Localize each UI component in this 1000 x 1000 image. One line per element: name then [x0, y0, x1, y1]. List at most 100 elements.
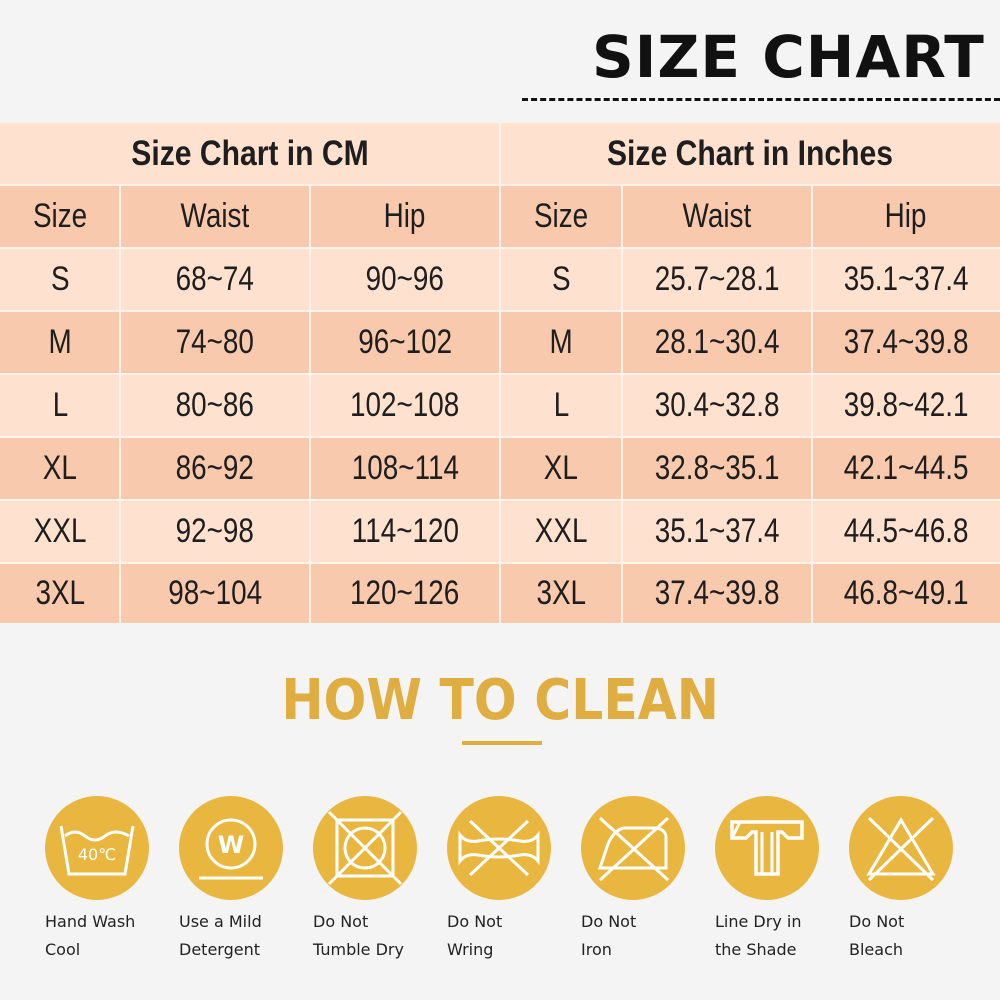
- table-cell-text: S: [551, 260, 571, 298]
- table-cell: XXL: [500, 500, 622, 563]
- table-cell: 32.8~35.1: [622, 437, 812, 500]
- size-chart-table: Size Waist Hip Size Waist Hip S 68~74 90~96 S 25.7…: [0, 123, 1000, 623]
- column-divider: [119, 185, 121, 623]
- no-bleach-icon: [849, 796, 953, 900]
- table-cell-text: XXL: [33, 512, 87, 550]
- table-cell-text: 86~92: [175, 449, 255, 487]
- column-header-hip: Hip: [812, 185, 1000, 248]
- hand-wash-icon: 40℃: [45, 796, 149, 900]
- table-cell-text: M: [48, 323, 72, 361]
- care-item: Line Dry in the Shade: [715, 796, 827, 959]
- table-cell-text: 80~86: [175, 386, 255, 424]
- column-header-waist: Waist: [120, 185, 310, 248]
- table-cell-text: 37.4~39.8: [843, 323, 969, 361]
- care-item: Do Not Iron: [581, 796, 693, 959]
- svg-text:W: W: [218, 831, 244, 859]
- table-cell-text: L: [553, 386, 569, 424]
- column-header-size-text: Size: [533, 197, 589, 235]
- care-item: Do Not Bleach: [849, 796, 961, 959]
- table-cell: L: [500, 374, 622, 437]
- table-cell: 39.8~42.1: [812, 374, 1000, 437]
- no-wring-icon: [447, 796, 551, 900]
- care-item: W Use a Mild Detergent: [179, 796, 291, 959]
- table-cell-text: 74~80: [175, 323, 255, 361]
- column-header-size: Size: [500, 185, 622, 248]
- no-tumble-dry-icon: [313, 796, 417, 900]
- table-cell: S: [500, 248, 622, 311]
- table-cell-text: 35.1~37.4: [843, 260, 969, 298]
- care-label: Do Not Tumble Dry: [313, 912, 404, 959]
- table-cell: XL: [500, 437, 622, 500]
- table-cell: 92~98: [120, 500, 310, 563]
- table-cell: M: [0, 311, 120, 374]
- table-cell-text: 92~98: [175, 512, 255, 550]
- table-cell-text: 46.8~49.1: [843, 573, 969, 612]
- care-label: Do Not Iron: [581, 912, 637, 959]
- table-cell: 3XL: [0, 563, 120, 623]
- table-cell: 35.1~37.4: [622, 500, 812, 563]
- line-dry-shade-icon: [715, 796, 819, 900]
- table-cell-text: 32.8~35.1: [654, 449, 780, 487]
- page-title: SIZE CHART: [592, 23, 985, 91]
- table-cell: 35.1~37.4: [812, 248, 1000, 311]
- table-cell: 46.8~49.1: [812, 563, 1000, 623]
- table-cell-text: 35.1~37.4: [654, 512, 780, 550]
- column-header-size-text: Size: [32, 197, 88, 235]
- table-cell: 28.1~30.4: [622, 311, 812, 374]
- table-cell: L: [0, 374, 120, 437]
- table-cell-text: 30.4~32.8: [654, 386, 780, 424]
- svg-text:40℃: 40℃: [78, 845, 116, 864]
- column-divider: [309, 185, 311, 623]
- no-iron-icon: [581, 796, 685, 900]
- table-cell-text: 44.5~46.8: [843, 512, 969, 550]
- table-cell-text: 68~74: [175, 260, 255, 298]
- table-cell-text: 90~96: [365, 260, 445, 298]
- row-divider: [0, 373, 1000, 375]
- table-cell: 114~120: [310, 500, 500, 563]
- table-cell: 108~114: [310, 437, 500, 500]
- table-cell: 37.4~39.8: [812, 311, 1000, 374]
- table-cell-text: 96~102: [358, 323, 452, 361]
- table-cell-text: 28.1~30.4: [654, 323, 780, 361]
- table-cell-text: S: [50, 260, 70, 298]
- column-header-size: Size: [0, 185, 120, 248]
- table-cell: 25.7~28.1: [622, 248, 812, 311]
- care-label: Do Not Wring: [447, 912, 503, 959]
- how-to-clean-underline: [462, 741, 542, 745]
- table-cell-text: 102~108: [350, 386, 460, 424]
- row-divider: [0, 310, 1000, 312]
- column-header-waist-text: Waist: [682, 197, 752, 235]
- mild-detergent-icon: W: [179, 796, 283, 900]
- column-divider: [811, 185, 813, 623]
- table-cell: 42.1~44.5: [812, 437, 1000, 500]
- column-header-waist-text: Waist: [180, 197, 250, 235]
- column-header-hip-text: Hip: [384, 197, 426, 235]
- table-cell-text: 98~104: [168, 573, 262, 612]
- table-cell-text: 114~120: [351, 512, 459, 550]
- table-cell-text: XXL: [534, 512, 588, 550]
- table-cell: 102~108: [310, 374, 500, 437]
- row-divider: [0, 247, 1000, 249]
- table-cell: S: [0, 248, 120, 311]
- table-cell: 96~102: [310, 311, 500, 374]
- table-cell-text: M: [549, 323, 573, 361]
- table-cell-text: 39.8~42.1: [843, 386, 969, 424]
- table-cell-text: XL: [42, 449, 78, 487]
- table-cell: XXL: [0, 500, 120, 563]
- table-cell-text: 25.7~28.1: [654, 260, 780, 298]
- table-cell: 98~104: [120, 563, 310, 623]
- table-cell: 37.4~39.8: [622, 563, 812, 623]
- table-cell-text: 3XL: [35, 573, 85, 612]
- table-cell: 74~80: [120, 311, 310, 374]
- table-cell-text: 42.1~44.5: [843, 449, 969, 487]
- table-cell: M: [500, 311, 622, 374]
- column-divider: [621, 185, 623, 623]
- column-header-hip-text: Hip: [885, 197, 927, 235]
- row-divider: [0, 436, 1000, 438]
- row-divider: [0, 562, 1000, 564]
- table-cell: 90~96: [310, 248, 500, 311]
- title-divider: [522, 98, 1000, 101]
- table-cell: 3XL: [500, 563, 622, 623]
- table-cell-text: XL: [543, 449, 579, 487]
- table-cell-text: 120~126: [350, 573, 460, 612]
